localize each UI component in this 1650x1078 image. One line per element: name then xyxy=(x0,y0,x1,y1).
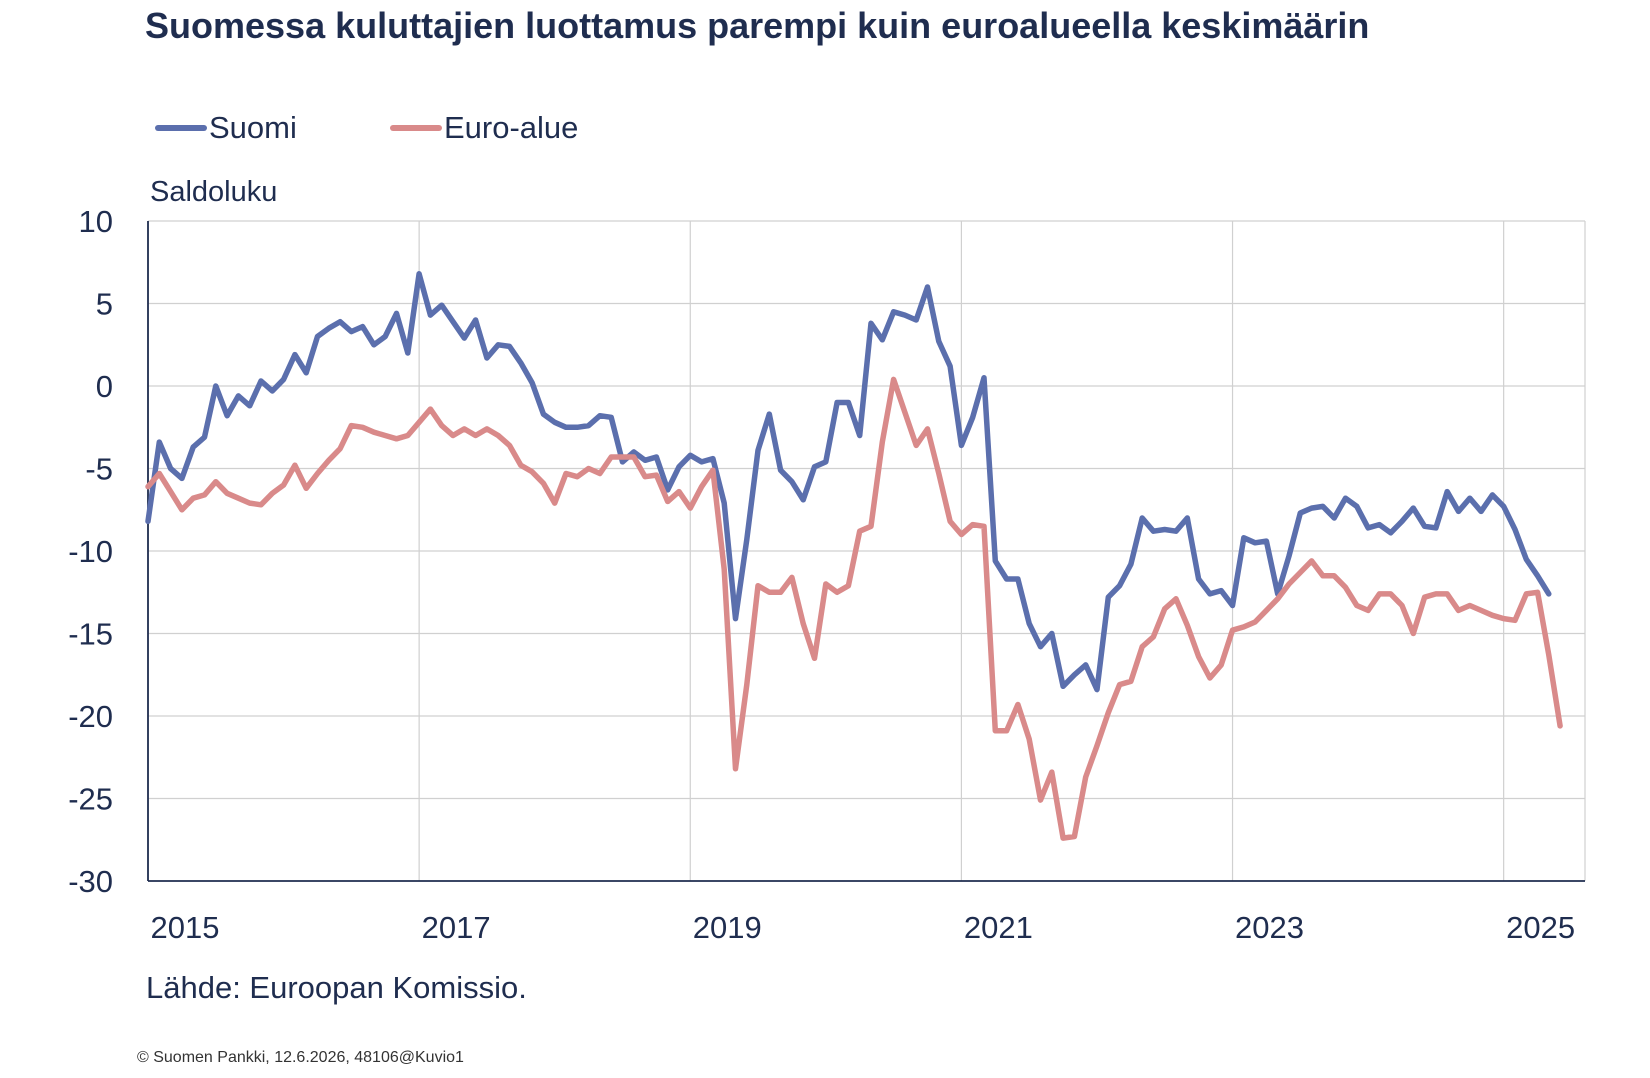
y-tick-label: 0 xyxy=(96,369,113,404)
y-tick-label: -15 xyxy=(68,617,113,652)
x-tick-label: 2017 xyxy=(422,910,491,945)
x-tick-label: 2021 xyxy=(964,910,1033,945)
series-line-suomi xyxy=(145,271,1552,693)
y-tick-label: -30 xyxy=(68,864,113,899)
x-tick-label: 2025 xyxy=(1506,910,1575,945)
source-note: Lähde: Euroopan Komissio. xyxy=(146,970,527,1005)
series-line-euro-alue xyxy=(145,376,1563,841)
legend-swatch-euro-alue xyxy=(390,125,442,131)
legend-swatch-suomi xyxy=(155,125,207,131)
y-tick-label: -25 xyxy=(68,782,113,817)
y-tick-label: -20 xyxy=(68,699,113,734)
legend-label-suomi: Suomi xyxy=(209,110,297,145)
x-tick-label: 2015 xyxy=(151,910,220,945)
y-tick-label: -10 xyxy=(68,534,113,569)
legend-item-suomi: Suomi xyxy=(155,106,297,150)
legend-label-euro-alue: Euro-alue xyxy=(444,110,579,145)
copyright-note: © Suomen Pankki, 12.6.2026, 48106@Kuvio1 xyxy=(137,1049,464,1066)
x-tick-label: 2023 xyxy=(1235,910,1304,945)
y-tick-label: 5 xyxy=(96,287,113,322)
legend-item-euro-alue: Euro-alue xyxy=(390,106,578,150)
y-tick-label: 10 xyxy=(79,204,113,239)
chart-title: Suomessa kuluttajien luottamus parempi k… xyxy=(145,5,1370,46)
y-axis-label: Saldoluku xyxy=(150,176,278,208)
y-tick-label: -5 xyxy=(85,452,113,487)
x-tick-label: 2019 xyxy=(693,910,762,945)
